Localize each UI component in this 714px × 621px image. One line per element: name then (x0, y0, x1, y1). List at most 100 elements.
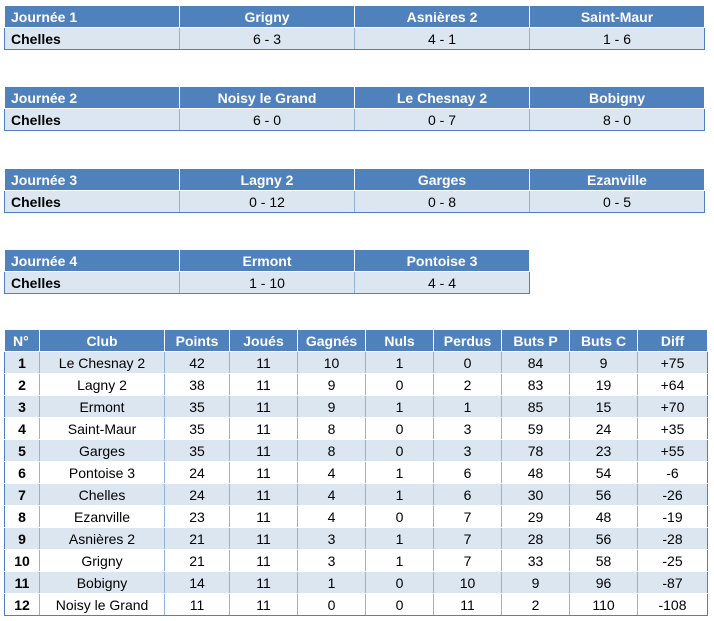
cell-goals-against: 9 (569, 351, 638, 374)
cell-played: 11 (229, 527, 298, 550)
cell-goal-diff: -87 (637, 571, 708, 594)
journee-2-opponent-1: Noisy le Grand (179, 86, 355, 109)
journee-4-score-1: 1 - 10 (179, 271, 355, 294)
cell-goals-for: 84 (501, 351, 570, 374)
cell-points: 38 (164, 373, 230, 396)
cell-goals-against: 24 (569, 417, 638, 440)
cell-played: 11 (229, 439, 298, 462)
journee-3-team: Chelles (4, 190, 180, 213)
cell-rank: 1 (4, 351, 40, 374)
cell-goals-against: 19 (569, 373, 638, 396)
journee-1-score-3: 1 - 6 (529, 27, 705, 50)
cell-lost: 6 (433, 483, 502, 506)
cell-goals-for: 2 (501, 593, 570, 616)
cell-goals-for: 33 (501, 549, 570, 572)
cell-rank: 11 (4, 571, 40, 594)
cell-lost: 3 (433, 439, 502, 462)
journee-1-opponent-1: Grigny (179, 5, 355, 28)
cell-club: Asnières 2 (39, 527, 165, 550)
cell-won: 8 (297, 417, 366, 440)
journee-3-score-3: 0 - 5 (529, 190, 705, 213)
journee-4-score-row: Chelles 1 - 10 4 - 4 (4, 271, 530, 294)
journee-3-table: Journée 3 Lagny 2 Garges Ezanville Chell… (4, 168, 705, 213)
journee-1-label: Journée 1 (4, 5, 180, 28)
cell-goals-for: 48 (501, 461, 570, 484)
cell-goals-for: 28 (501, 527, 570, 550)
cell-goal-diff: +75 (637, 351, 708, 374)
journee-3-score-2: 0 - 8 (354, 190, 530, 213)
table-row: 6 Pontoise 3 24 11 4 1 6 48 54 -6 (4, 461, 708, 484)
header-lost: Perdus (433, 329, 502, 352)
cell-goals-against: 48 (569, 505, 638, 528)
cell-goal-diff: -108 (637, 593, 708, 616)
cell-played: 11 (229, 351, 298, 374)
cell-won: 3 (297, 549, 366, 572)
cell-points: 11 (164, 593, 230, 616)
table-row: 9 Asnières 2 21 11 3 1 7 28 56 -28 (4, 527, 708, 550)
journee-1-header-row: Journée 1 Grigny Asnières 2 Saint-Maur (4, 5, 705, 28)
cell-played: 11 (229, 593, 298, 616)
cell-drawn: 0 (365, 417, 434, 440)
journee-1-score-row: Chelles 6 - 3 4 - 1 1 - 6 (4, 27, 705, 50)
cell-club: Le Chesnay 2 (39, 351, 165, 374)
cell-won: 10 (297, 351, 366, 374)
cell-goals-against: 58 (569, 549, 638, 572)
journee-2-opponent-2: Le Chesnay 2 (354, 86, 530, 109)
header-goals-for: Buts P (501, 329, 570, 352)
cell-drawn: 0 (365, 373, 434, 396)
cell-drawn: 0 (365, 571, 434, 594)
cell-rank: 4 (4, 417, 40, 440)
journee-3-score-1: 0 - 12 (179, 190, 355, 213)
cell-club: Ezanville (39, 505, 165, 528)
cell-points: 35 (164, 395, 230, 418)
journee-2-score-row: Chelles 6 - 0 0 - 7 8 - 0 (4, 108, 705, 131)
cell-lost: 3 (433, 417, 502, 440)
cell-club: Ermont (39, 395, 165, 418)
header-points: Points (164, 329, 230, 352)
cell-goals-against: 15 (569, 395, 638, 418)
cell-club: Chelles (39, 483, 165, 506)
cell-club: Lagny 2 (39, 373, 165, 396)
cell-goal-diff: +55 (637, 439, 708, 462)
standings-body: 1 Le Chesnay 2 42 11 10 1 0 84 9 +75 2 Lagny 2 38 11 9… (4, 351, 708, 616)
cell-points: 42 (164, 351, 230, 374)
journee-3-opponent-1: Lagny 2 (179, 168, 355, 191)
cell-rank: 2 (4, 373, 40, 396)
cell-points: 35 (164, 417, 230, 440)
journee-4-table: Journée 4 Ermont Pontoise 3 Chelles 1 - … (4, 249, 530, 294)
cell-club: Saint-Maur (39, 417, 165, 440)
journee-1-team: Chelles (4, 27, 180, 50)
standings-table: N° Club Points Joués Gagnés Nuls Perdus … (4, 329, 708, 616)
cell-lost: 0 (433, 351, 502, 374)
journee-1-table: Journée 1 Grigny Asnières 2 Saint-Maur C… (4, 5, 705, 50)
journee-3-opponent-3: Ezanville (529, 168, 705, 191)
cell-goals-against: 23 (569, 439, 638, 462)
cell-rank: 12 (4, 593, 40, 616)
journee-3-score-row: Chelles 0 - 12 0 - 8 0 - 5 (4, 190, 705, 213)
cell-won: 0 (297, 593, 366, 616)
cell-won: 9 (297, 373, 366, 396)
journee-1-score-1: 6 - 3 (179, 27, 355, 50)
cell-goals-against: 56 (569, 527, 638, 550)
cell-rank: 7 (4, 483, 40, 506)
cell-won: 8 (297, 439, 366, 462)
journee-4-score-2: 4 - 4 (354, 271, 530, 294)
cell-goal-diff: -28 (637, 527, 708, 550)
journee-3-label: Journée 3 (4, 168, 180, 191)
cell-goals-against: 96 (569, 571, 638, 594)
table-row: 8 Ezanville 23 11 4 0 7 29 48 -19 (4, 505, 708, 528)
journee-4-team: Chelles (4, 271, 180, 294)
standings-header-row: N° Club Points Joués Gagnés Nuls Perdus … (4, 329, 708, 352)
table-row: 5 Garges 35 11 8 0 3 78 23 +55 (4, 439, 708, 462)
cell-lost: 2 (433, 373, 502, 396)
header-played: Joués (229, 329, 298, 352)
cell-goals-for: 83 (501, 373, 570, 396)
cell-rank: 5 (4, 439, 40, 462)
cell-played: 11 (229, 549, 298, 572)
cell-points: 24 (164, 483, 230, 506)
cell-goals-against: 110 (569, 593, 638, 616)
cell-club: Garges (39, 439, 165, 462)
cell-club: Grigny (39, 549, 165, 572)
cell-goals-against: 56 (569, 483, 638, 506)
cell-club: Bobigny (39, 571, 165, 594)
